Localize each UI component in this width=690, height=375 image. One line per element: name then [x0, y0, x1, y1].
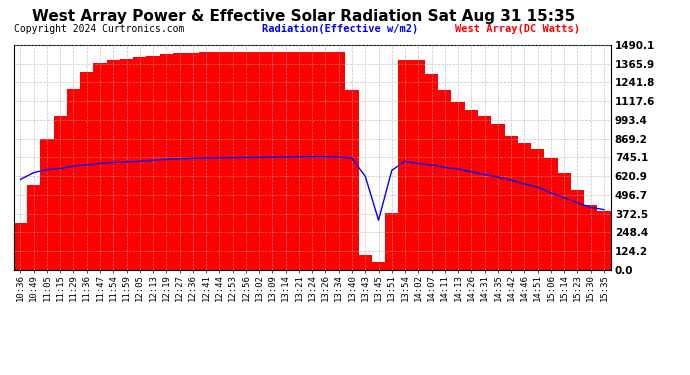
- Bar: [107, 60, 120, 270]
- Bar: [451, 102, 465, 270]
- Bar: [27, 186, 40, 270]
- Text: West Array(DC Watts): West Array(DC Watts): [455, 24, 580, 34]
- Bar: [412, 60, 425, 270]
- Bar: [93, 63, 107, 270]
- Bar: [531, 149, 544, 270]
- Bar: [14, 223, 27, 270]
- Bar: [504, 136, 518, 270]
- Bar: [279, 52, 293, 270]
- Text: West Array Power & Effective Solar Radiation Sat Aug 31 15:35: West Array Power & Effective Solar Radia…: [32, 9, 575, 24]
- Bar: [146, 56, 159, 270]
- Bar: [584, 205, 598, 270]
- Bar: [253, 52, 266, 270]
- Bar: [359, 255, 372, 270]
- Bar: [199, 52, 213, 270]
- Bar: [266, 52, 279, 270]
- Bar: [518, 143, 531, 270]
- Bar: [54, 116, 67, 270]
- Bar: [226, 52, 239, 270]
- Bar: [491, 123, 504, 270]
- Text: Copyright 2024 Curtronics.com: Copyright 2024 Curtronics.com: [14, 24, 184, 34]
- Bar: [398, 60, 412, 270]
- Bar: [213, 52, 226, 270]
- Bar: [120, 58, 133, 270]
- Bar: [80, 72, 93, 270]
- Bar: [438, 90, 451, 270]
- Bar: [159, 54, 173, 270]
- Bar: [293, 52, 306, 270]
- Bar: [40, 139, 54, 270]
- Bar: [239, 52, 253, 270]
- Bar: [173, 53, 186, 270]
- Bar: [319, 52, 332, 270]
- Bar: [372, 262, 385, 270]
- Text: Radiation(Effective w/m2): Radiation(Effective w/m2): [262, 24, 418, 34]
- Bar: [425, 74, 438, 270]
- Bar: [558, 173, 571, 270]
- Bar: [67, 89, 80, 270]
- Bar: [598, 211, 611, 270]
- Bar: [544, 158, 558, 270]
- Bar: [332, 52, 346, 270]
- Bar: [133, 57, 146, 270]
- Bar: [306, 52, 319, 270]
- Bar: [385, 213, 398, 270]
- Bar: [571, 190, 584, 270]
- Bar: [465, 110, 478, 270]
- Bar: [478, 116, 491, 270]
- Bar: [186, 53, 199, 270]
- Bar: [346, 90, 359, 270]
